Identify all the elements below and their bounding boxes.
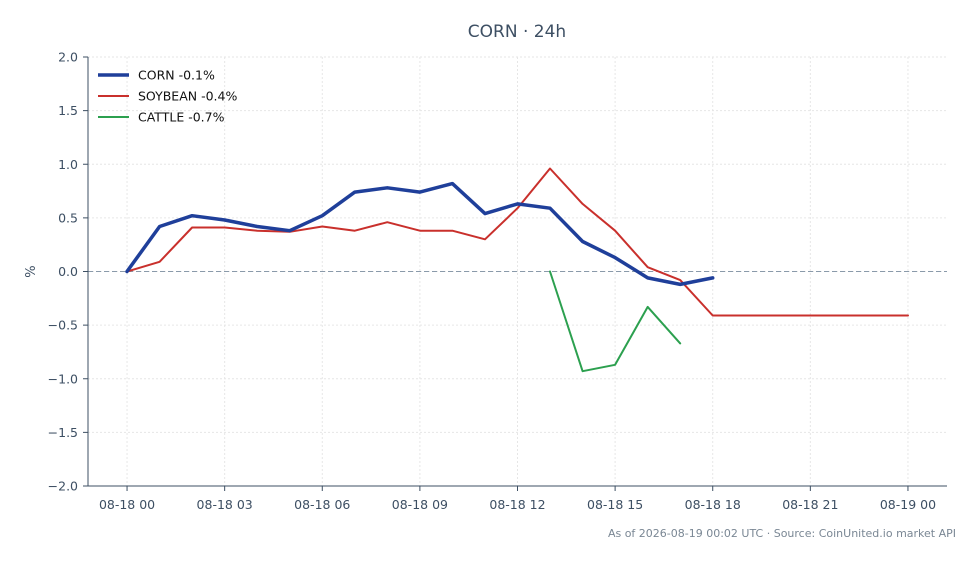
legend-entry: CORN -0.1% bbox=[138, 68, 215, 83]
y-axis-label: % bbox=[24, 265, 39, 277]
x-tick-label: 08-18 15 bbox=[587, 497, 643, 512]
x-tick-label: 08-18 12 bbox=[489, 497, 545, 512]
x-tick-label: 08-19 00 bbox=[880, 497, 936, 512]
legend-entry: CATTLE -0.7% bbox=[138, 110, 225, 125]
axes: 2.0 1.5 1.0 0.5 0.0 −0.5 −1.0 −1.5 −2.0 08-18 00 0… bbox=[48, 50, 947, 512]
y-tick-label: −2.0 bbox=[48, 479, 78, 494]
y-tick-label: −0.5 bbox=[48, 318, 78, 333]
chart-title: CORN · 24h bbox=[468, 22, 566, 42]
footer-source: As of 2026-08-19 00:02 UTC · Source: Coi… bbox=[608, 527, 956, 540]
y-tick-label: 0.5 bbox=[58, 210, 78, 225]
legend-entry: SOYBEAN -0.4% bbox=[138, 89, 237, 104]
grid bbox=[88, 56, 947, 487]
series-line-cattle bbox=[549, 270, 682, 373]
y-tick-label: −1.0 bbox=[48, 371, 78, 386]
y-tick-label: −1.5 bbox=[48, 425, 78, 440]
x-tick-label: 08-18 18 bbox=[685, 497, 741, 512]
x-tick-label: 08-18 03 bbox=[197, 497, 253, 512]
series-line-corn bbox=[125, 181, 715, 287]
y-tick-label: 1.0 bbox=[58, 157, 78, 172]
x-tick-label: 08-18 00 bbox=[99, 497, 155, 512]
series-group bbox=[125, 167, 909, 373]
x-tick-label: 08-18 06 bbox=[294, 497, 350, 512]
legend: CORN -0.1% SOYBEAN -0.4% CATTLE -0.7% bbox=[98, 68, 237, 125]
y-tick-label: 0.0 bbox=[58, 264, 78, 279]
x-tick-label: 08-18 21 bbox=[782, 497, 838, 512]
series-line-soybean bbox=[126, 167, 909, 317]
y-tick-label: 1.5 bbox=[58, 103, 78, 118]
x-tick-label: 08-18 09 bbox=[392, 497, 448, 512]
y-tick-label: 2.0 bbox=[58, 50, 78, 65]
